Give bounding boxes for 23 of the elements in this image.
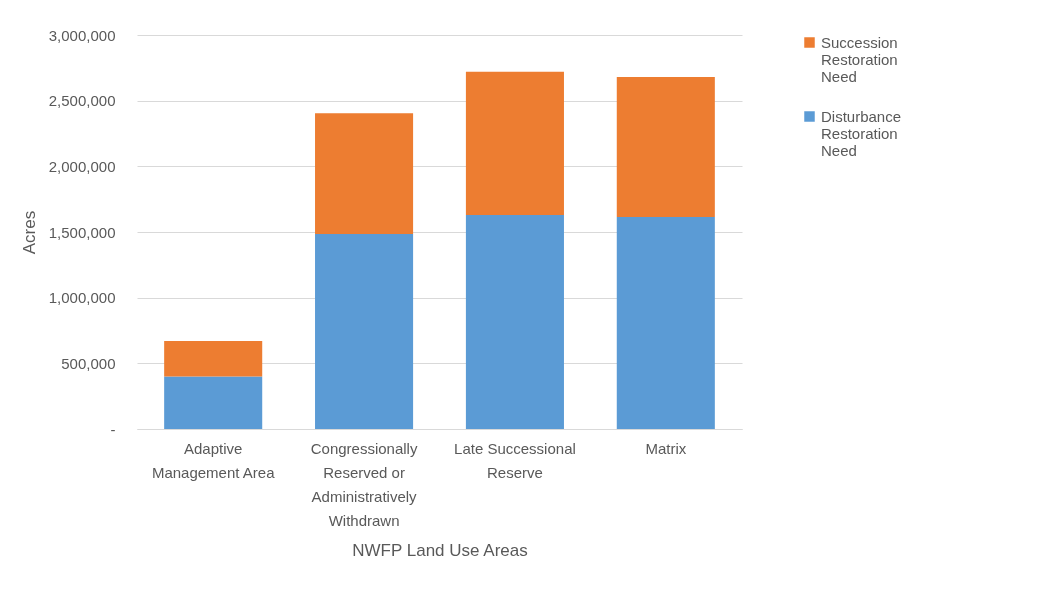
bar: [465, 214, 564, 429]
legend-label: Succession Restoration Need: [821, 33, 898, 85]
x-tick-label: Matrix: [645, 439, 687, 457]
bar: [164, 376, 263, 429]
bar: [465, 71, 564, 215]
bar: [616, 77, 715, 217]
y-axis-title: Acres: [19, 210, 39, 255]
x-tick-label: Late Successional Reserve: [454, 439, 576, 481]
y-tick-label: 1,500,000: [48, 223, 116, 241]
y-tick-label: 500,000: [61, 354, 116, 372]
bar: [616, 216, 715, 429]
y-tick-label: 2,000,000: [48, 157, 116, 175]
legend-label: Disturbance Restoration Need: [821, 107, 902, 159]
x-tick-label: Adaptive Management Area: [151, 439, 276, 481]
bar: [315, 233, 414, 429]
bar: [164, 341, 263, 377]
x-tick-label: Congressionally Reserved or Administratively Withdrawn: [310, 439, 418, 529]
y-tick-label: 2,500,000: [48, 92, 116, 110]
y-tick-label: -: [110, 420, 116, 438]
x-axis-title: NWFP Land Use Areas: [352, 540, 528, 560]
y-tick-label: 1,000,000: [48, 289, 116, 307]
bar: [315, 113, 414, 234]
y-tick-label: 3,000,000: [48, 26, 116, 44]
